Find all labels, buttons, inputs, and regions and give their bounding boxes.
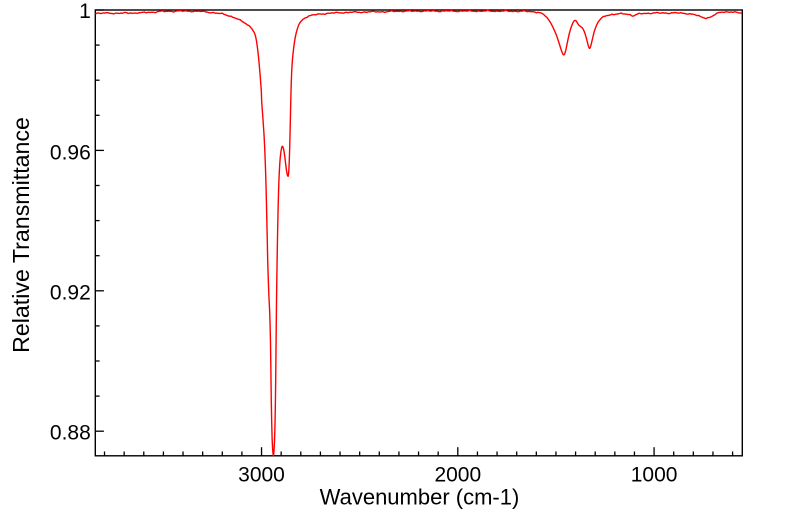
- svg-text:Wavenumber (cm-1): Wavenumber (cm-1): [320, 484, 520, 509]
- svg-text:Relative Transmittance: Relative Transmittance: [8, 117, 34, 353]
- svg-text:1000: 1000: [631, 463, 678, 486]
- svg-text:0.96: 0.96: [50, 141, 91, 164]
- svg-text:3000: 3000: [238, 463, 285, 486]
- svg-text:0.92: 0.92: [50, 281, 91, 304]
- svg-text:2000: 2000: [434, 463, 481, 486]
- svg-text:1: 1: [79, 0, 91, 23]
- svg-text:0.88: 0.88: [50, 422, 91, 445]
